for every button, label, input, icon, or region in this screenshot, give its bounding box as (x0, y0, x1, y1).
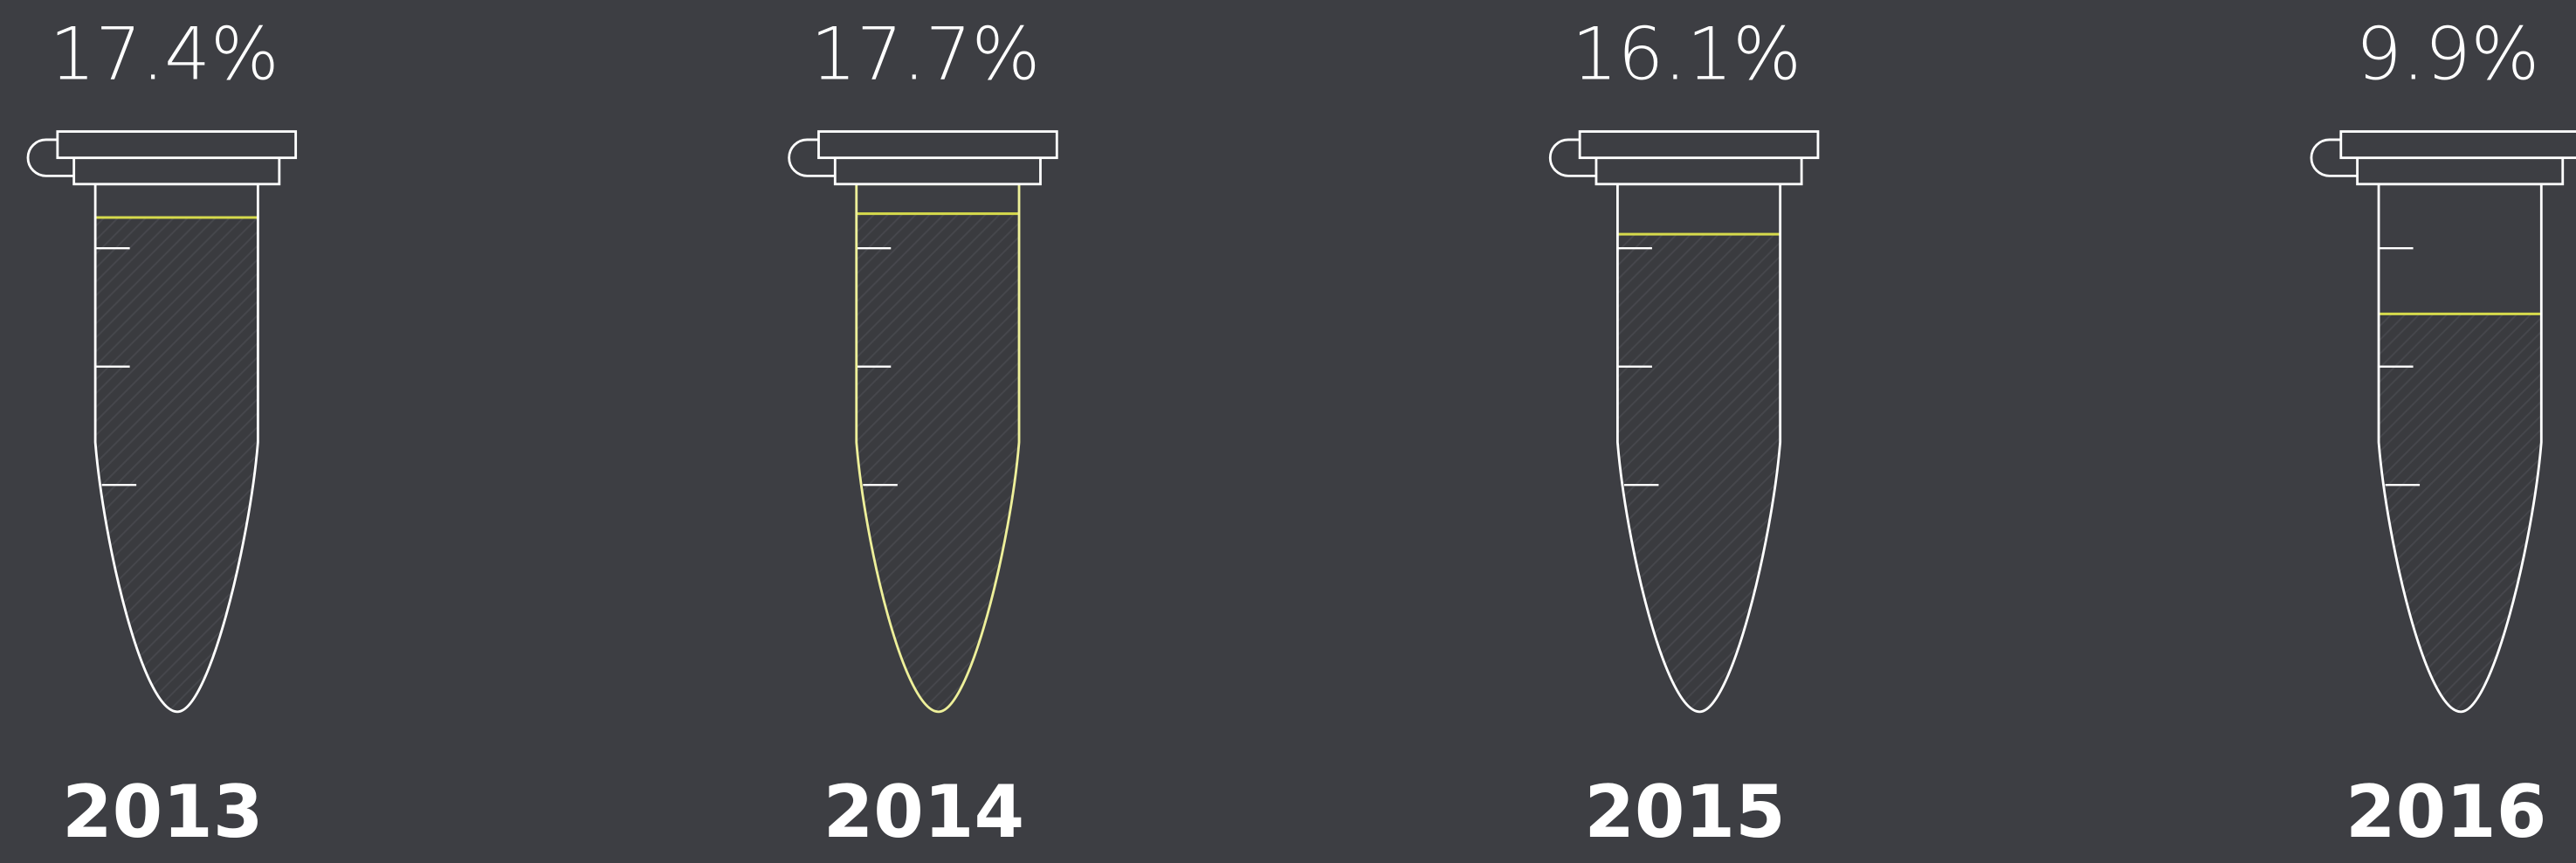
tube-cap (1596, 158, 1801, 184)
value-label: 17.4% (50, 11, 279, 96)
category-label: 2014 (823, 770, 1024, 854)
tube-cap (74, 158, 279, 184)
tube-lid (1580, 132, 1818, 158)
category-label: 2015 (1584, 770, 1785, 854)
value-label: 9.9% (2356, 11, 2539, 96)
tube-lid (58, 132, 296, 158)
page: 17.4%201317.7%201416.1%20159.9%2016 (() … (0, 0, 2576, 863)
tube-cap (2358, 158, 2563, 184)
tube-lid (2341, 132, 2576, 158)
tube-lid (818, 132, 1057, 158)
category-label: 2013 (62, 770, 263, 854)
category-label: 2016 (2345, 770, 2546, 854)
value-label: 17.7% (810, 11, 1040, 96)
background (0, 0, 2576, 863)
tube-cap (835, 158, 1040, 184)
chart: 17.4% 2013 17.7% 2014 16.1% 2015 9.9% 2016 (0, 0, 2576, 863)
value-label: 16.1% (1572, 11, 1801, 96)
